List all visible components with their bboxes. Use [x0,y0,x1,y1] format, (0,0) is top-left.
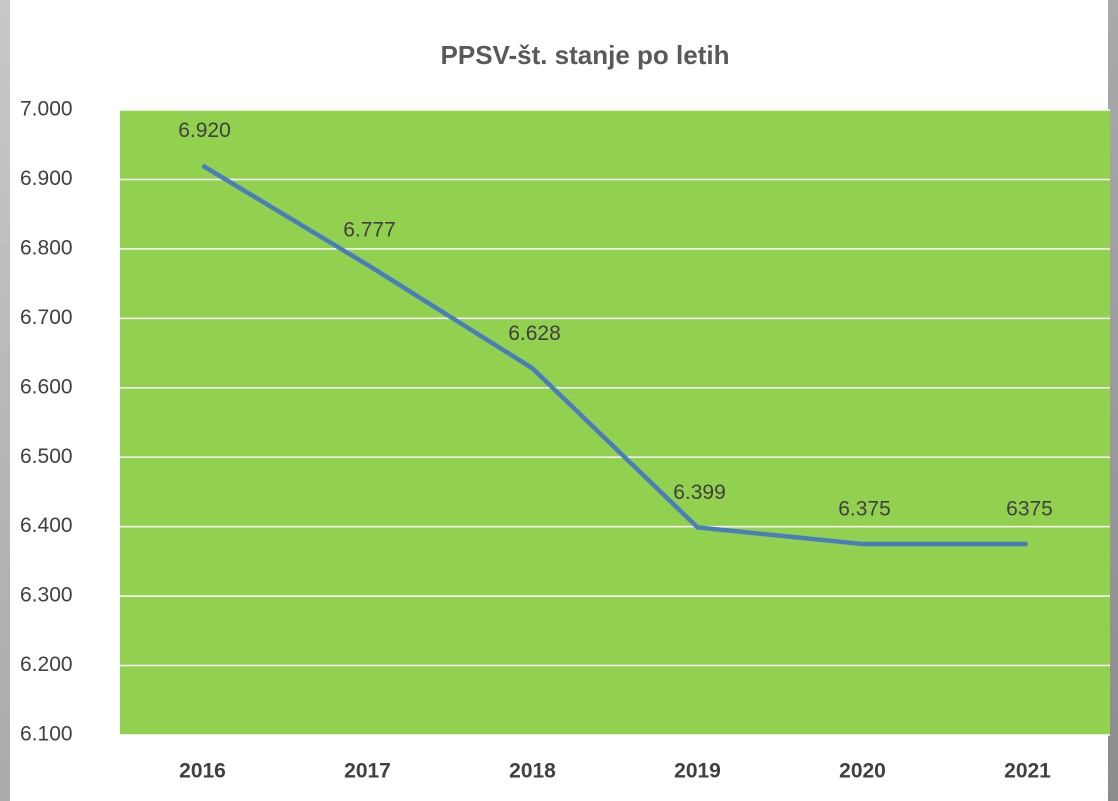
y-tick-label: 6.500 [20,445,73,468]
x-tick-label: 2020 [839,760,886,783]
y-tick-label: 6.400 [20,514,73,537]
x-tick-label: 2017 [344,760,391,783]
line-series [201,163,1028,547]
y-tick-label: 7.000 [20,98,73,121]
y-tick-label: 6.100 [20,723,73,746]
x-tick-label: 2018 [509,760,556,783]
data-label: 6.628 [508,322,561,345]
x-tick-label: 2021 [1004,760,1051,783]
x-tick-label: 2016 [179,760,226,783]
y-tick-label: 6.200 [20,653,73,676]
y-tick-label: 6.300 [20,584,73,607]
data-label: 6375 [1006,498,1053,521]
data-label: 6.375 [838,498,891,521]
data-label: 6.399 [673,481,726,504]
chart-title: PPSV-št. stanje po letih [441,40,730,70]
y-tick-label: 6.800 [20,236,73,259]
x-tick-label: 2019 [674,760,721,783]
y-tick-label: 6.600 [20,375,73,398]
y-tick-label: 6.900 [20,167,73,190]
y-tick-label: 6.700 [20,306,73,329]
data-label: 6.777 [343,218,396,241]
data-label: 6.920 [178,119,231,142]
